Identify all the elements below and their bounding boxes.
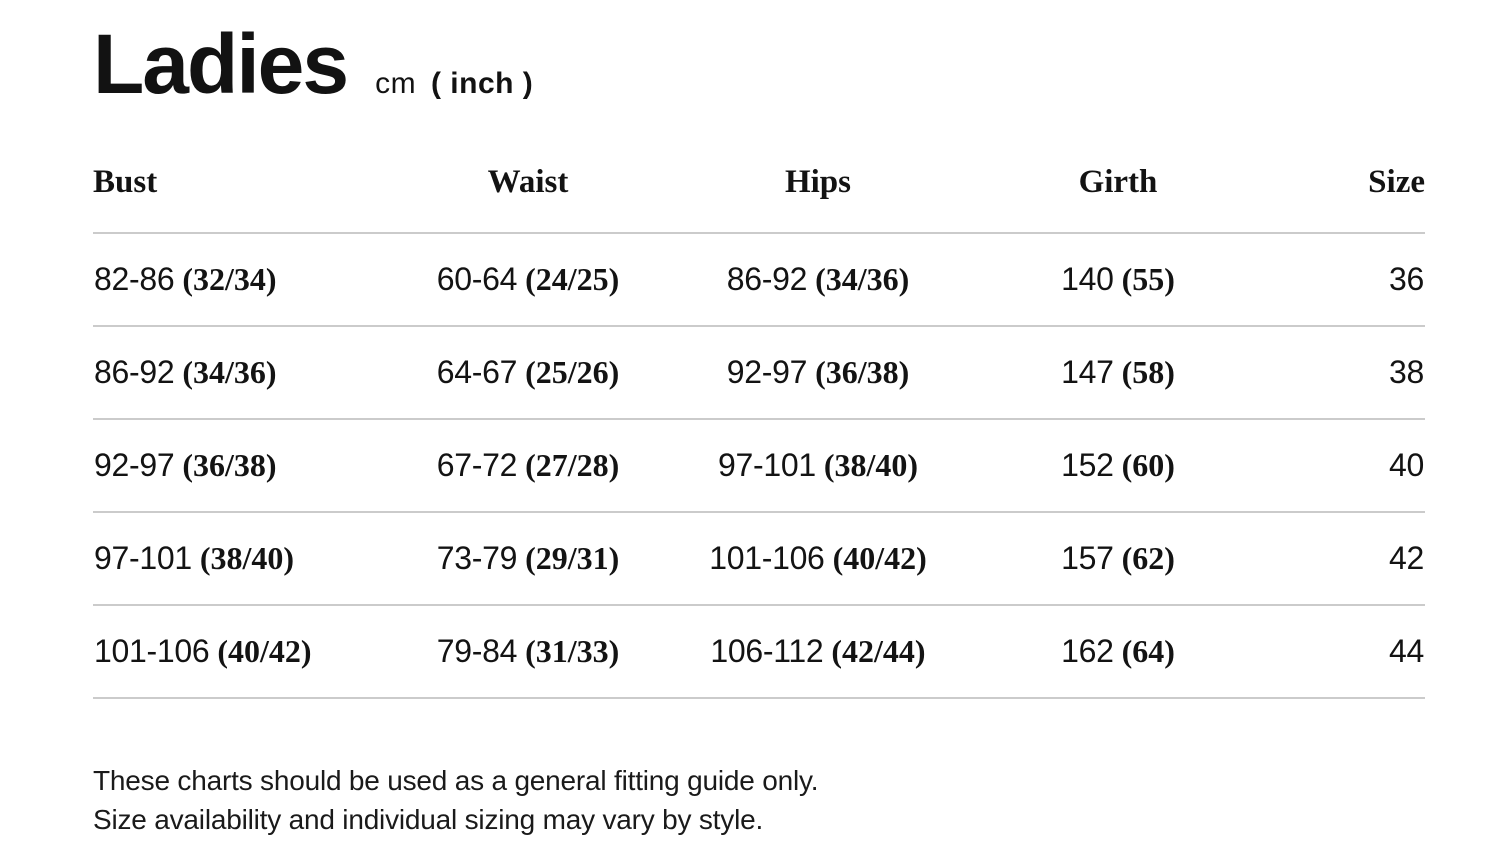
waist-value: 64-67 (25/26) bbox=[373, 326, 683, 420]
waist-value: 73-79 (29/31) bbox=[373, 512, 683, 606]
girth-value: 162 (64) bbox=[953, 605, 1283, 699]
table-row: 86-92 (34/36) 64-67 (25/26) 92-97 (36/38) 1… bbox=[93, 326, 1425, 420]
girth-value: 147 (58) bbox=[953, 326, 1283, 420]
page-title: Ladies bbox=[93, 17, 349, 111]
bust-value: 82-86 (32/34) bbox=[93, 233, 373, 327]
column-header-waist: Waist bbox=[373, 162, 683, 234]
hips-value: 106-112 (42/44) bbox=[683, 605, 953, 699]
girth-value: 152 (60) bbox=[953, 419, 1283, 513]
hips-value: 86-92 (34/36) bbox=[683, 233, 953, 327]
disclaimer-text: These charts should be used as a general… bbox=[93, 761, 1425, 839]
bust-value: 86-92 (34/36) bbox=[93, 326, 373, 420]
disclaimer-line-2: Size availability and individual sizing … bbox=[93, 804, 764, 835]
waist-value: 79-84 (31/33) bbox=[373, 605, 683, 699]
size-value: 38 bbox=[1283, 326, 1425, 420]
table-row: 82-86 (32/34) 60-64 (24/25) 86-92 (34/36) 1… bbox=[93, 233, 1425, 327]
size-chart-content: Ladies cm ( inch ) Bust Waist Hips Girth bbox=[93, 0, 1425, 839]
column-header-girth: Girth bbox=[953, 162, 1283, 234]
size-value: 44 bbox=[1283, 605, 1425, 699]
waist-value: 67-72 (27/28) bbox=[373, 419, 683, 513]
unit-label: cm ( inch ) bbox=[375, 67, 533, 101]
size-value: 42 bbox=[1283, 512, 1425, 606]
disclaimer-line-1: These charts should be used as a general… bbox=[93, 765, 819, 796]
girth-value: 157 (62) bbox=[953, 512, 1283, 606]
size-value: 36 bbox=[1283, 233, 1425, 327]
hips-value: 101-106 (40/42) bbox=[683, 512, 953, 606]
bust-value: 92-97 (36/38) bbox=[93, 419, 373, 513]
girth-value: 140 (55) bbox=[953, 233, 1283, 327]
table-row: 92-97 (36/38) 67-72 (27/28) 97-101 (38/40) … bbox=[93, 419, 1425, 513]
bust-value: 97-101 (38/40) bbox=[93, 512, 373, 606]
title-row: Ladies cm ( inch ) bbox=[93, 0, 1425, 106]
hips-value: 97-101 (38/40) bbox=[683, 419, 953, 513]
size-value: 40 bbox=[1283, 419, 1425, 513]
waist-value: 60-64 (24/25) bbox=[373, 233, 683, 327]
unit-inch-label: ( inch ) bbox=[430, 67, 534, 100]
size-chart-table: Bust Waist Hips Girth Size 82-86 (32/34) … bbox=[93, 162, 1425, 699]
table-header-row: Bust Waist Hips Girth Size bbox=[93, 162, 1425, 234]
bust-value: 101-106 (40/42) bbox=[93, 605, 373, 699]
table-row: 101-106 (40/42) 79-84 (31/33) 106-112 (42/4… bbox=[93, 605, 1425, 699]
column-header-size: Size bbox=[1283, 162, 1425, 234]
column-header-hips: Hips bbox=[683, 162, 953, 234]
hips-value: 92-97 (36/38) bbox=[683, 326, 953, 420]
table-row: 97-101 (38/40) 73-79 (29/31) 101-106 (40/42… bbox=[93, 512, 1425, 606]
unit-cm-label: cm bbox=[375, 67, 417, 100]
column-header-bust: Bust bbox=[93, 162, 373, 234]
